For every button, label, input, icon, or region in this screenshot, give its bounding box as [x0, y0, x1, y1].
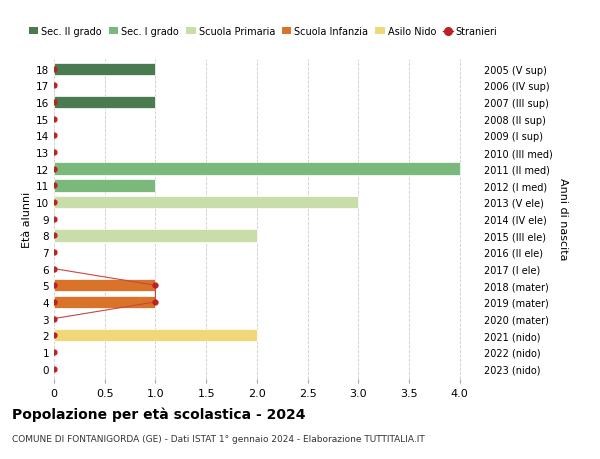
Legend: Sec. II grado, Sec. I grado, Scuola Primaria, Scuola Infanzia, Asilo Nido, Stran: Sec. II grado, Sec. I grado, Scuola Prim… [25, 23, 501, 41]
Bar [54, 329, 257, 341]
Bar [54, 163, 460, 175]
Bar [54, 180, 155, 192]
Text: Popolazione per età scolastica - 2024: Popolazione per età scolastica - 2024 [12, 406, 305, 421]
Y-axis label: Anni di nascita: Anni di nascita [559, 178, 568, 260]
Bar [54, 230, 257, 242]
Text: COMUNE DI FONTANIGORDA (GE) - Dati ISTAT 1° gennaio 2024 - Elaborazione TUTTITAL: COMUNE DI FONTANIGORDA (GE) - Dati ISTAT… [12, 434, 425, 443]
Y-axis label: Età alunni: Età alunni [22, 191, 32, 247]
Bar [54, 97, 155, 109]
Bar [54, 280, 155, 292]
Bar [54, 63, 155, 76]
Bar [54, 296, 155, 308]
Bar [54, 196, 358, 209]
